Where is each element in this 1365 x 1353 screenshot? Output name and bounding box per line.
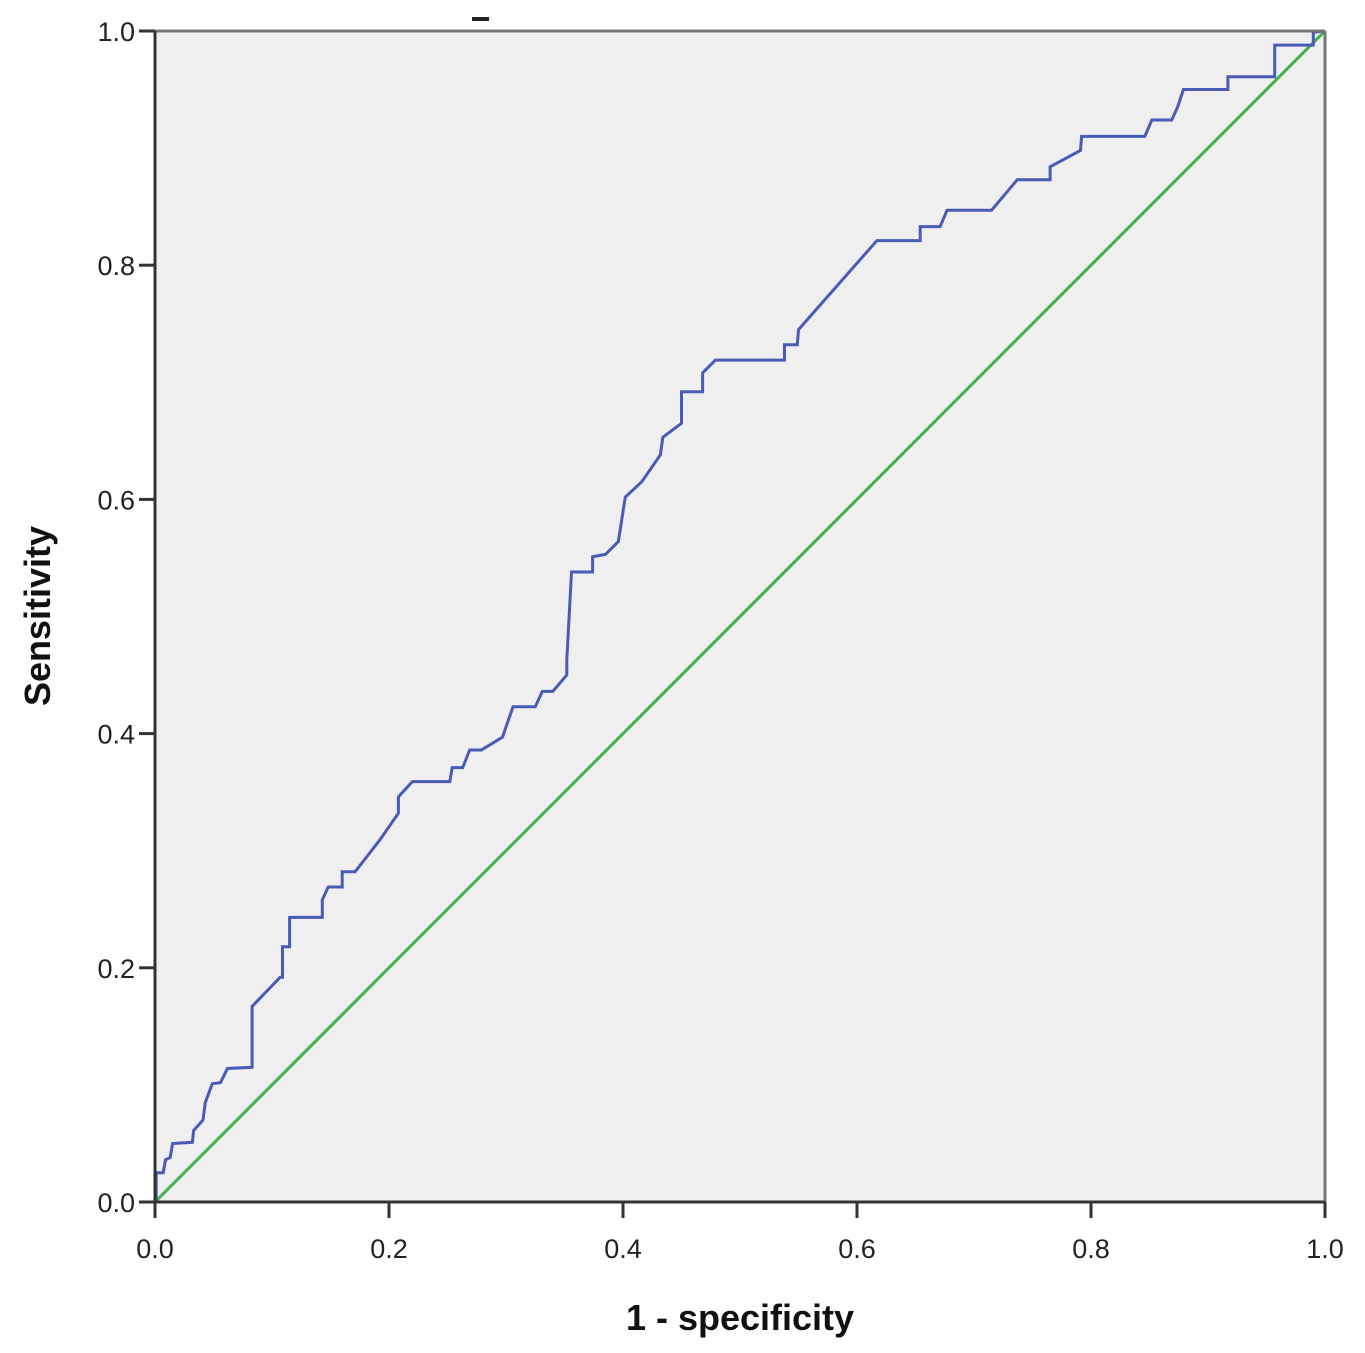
y-axis-ticks: 0.0 0.2 0.4 0.6 0.8 1.0 [97,17,155,1218]
x-axis-title: 1 - specificity [626,1297,854,1338]
x-axis-ticks: 0.0 0.2 0.4 0.6 0.8 1.0 [136,1202,1344,1264]
title-fragment [472,17,489,21]
y-tick-label: 0.8 [97,251,135,281]
x-tick-label: 0.2 [370,1234,408,1264]
x-tick-label: 0.0 [136,1234,174,1264]
reference-line-line [153,29,1327,1204]
y-tick-label: 1.0 [97,17,135,47]
x-tick-label: 0.6 [838,1234,876,1264]
series-layer [153,29,1327,1204]
x-tick-label: 0.4 [604,1234,642,1264]
roc-curve-line [154,29,1326,1204]
x-tick-label: 1.0 [1306,1234,1344,1264]
y-tick-label: 0.6 [97,485,135,515]
y-axis-title: Sensitivity [17,526,58,706]
x-tick-label: 0.8 [1072,1234,1110,1264]
y-tick-label: 0.4 [97,720,135,750]
y-tick-label: 0.2 [97,954,135,984]
y-tick-label: 0.0 [97,1188,135,1218]
